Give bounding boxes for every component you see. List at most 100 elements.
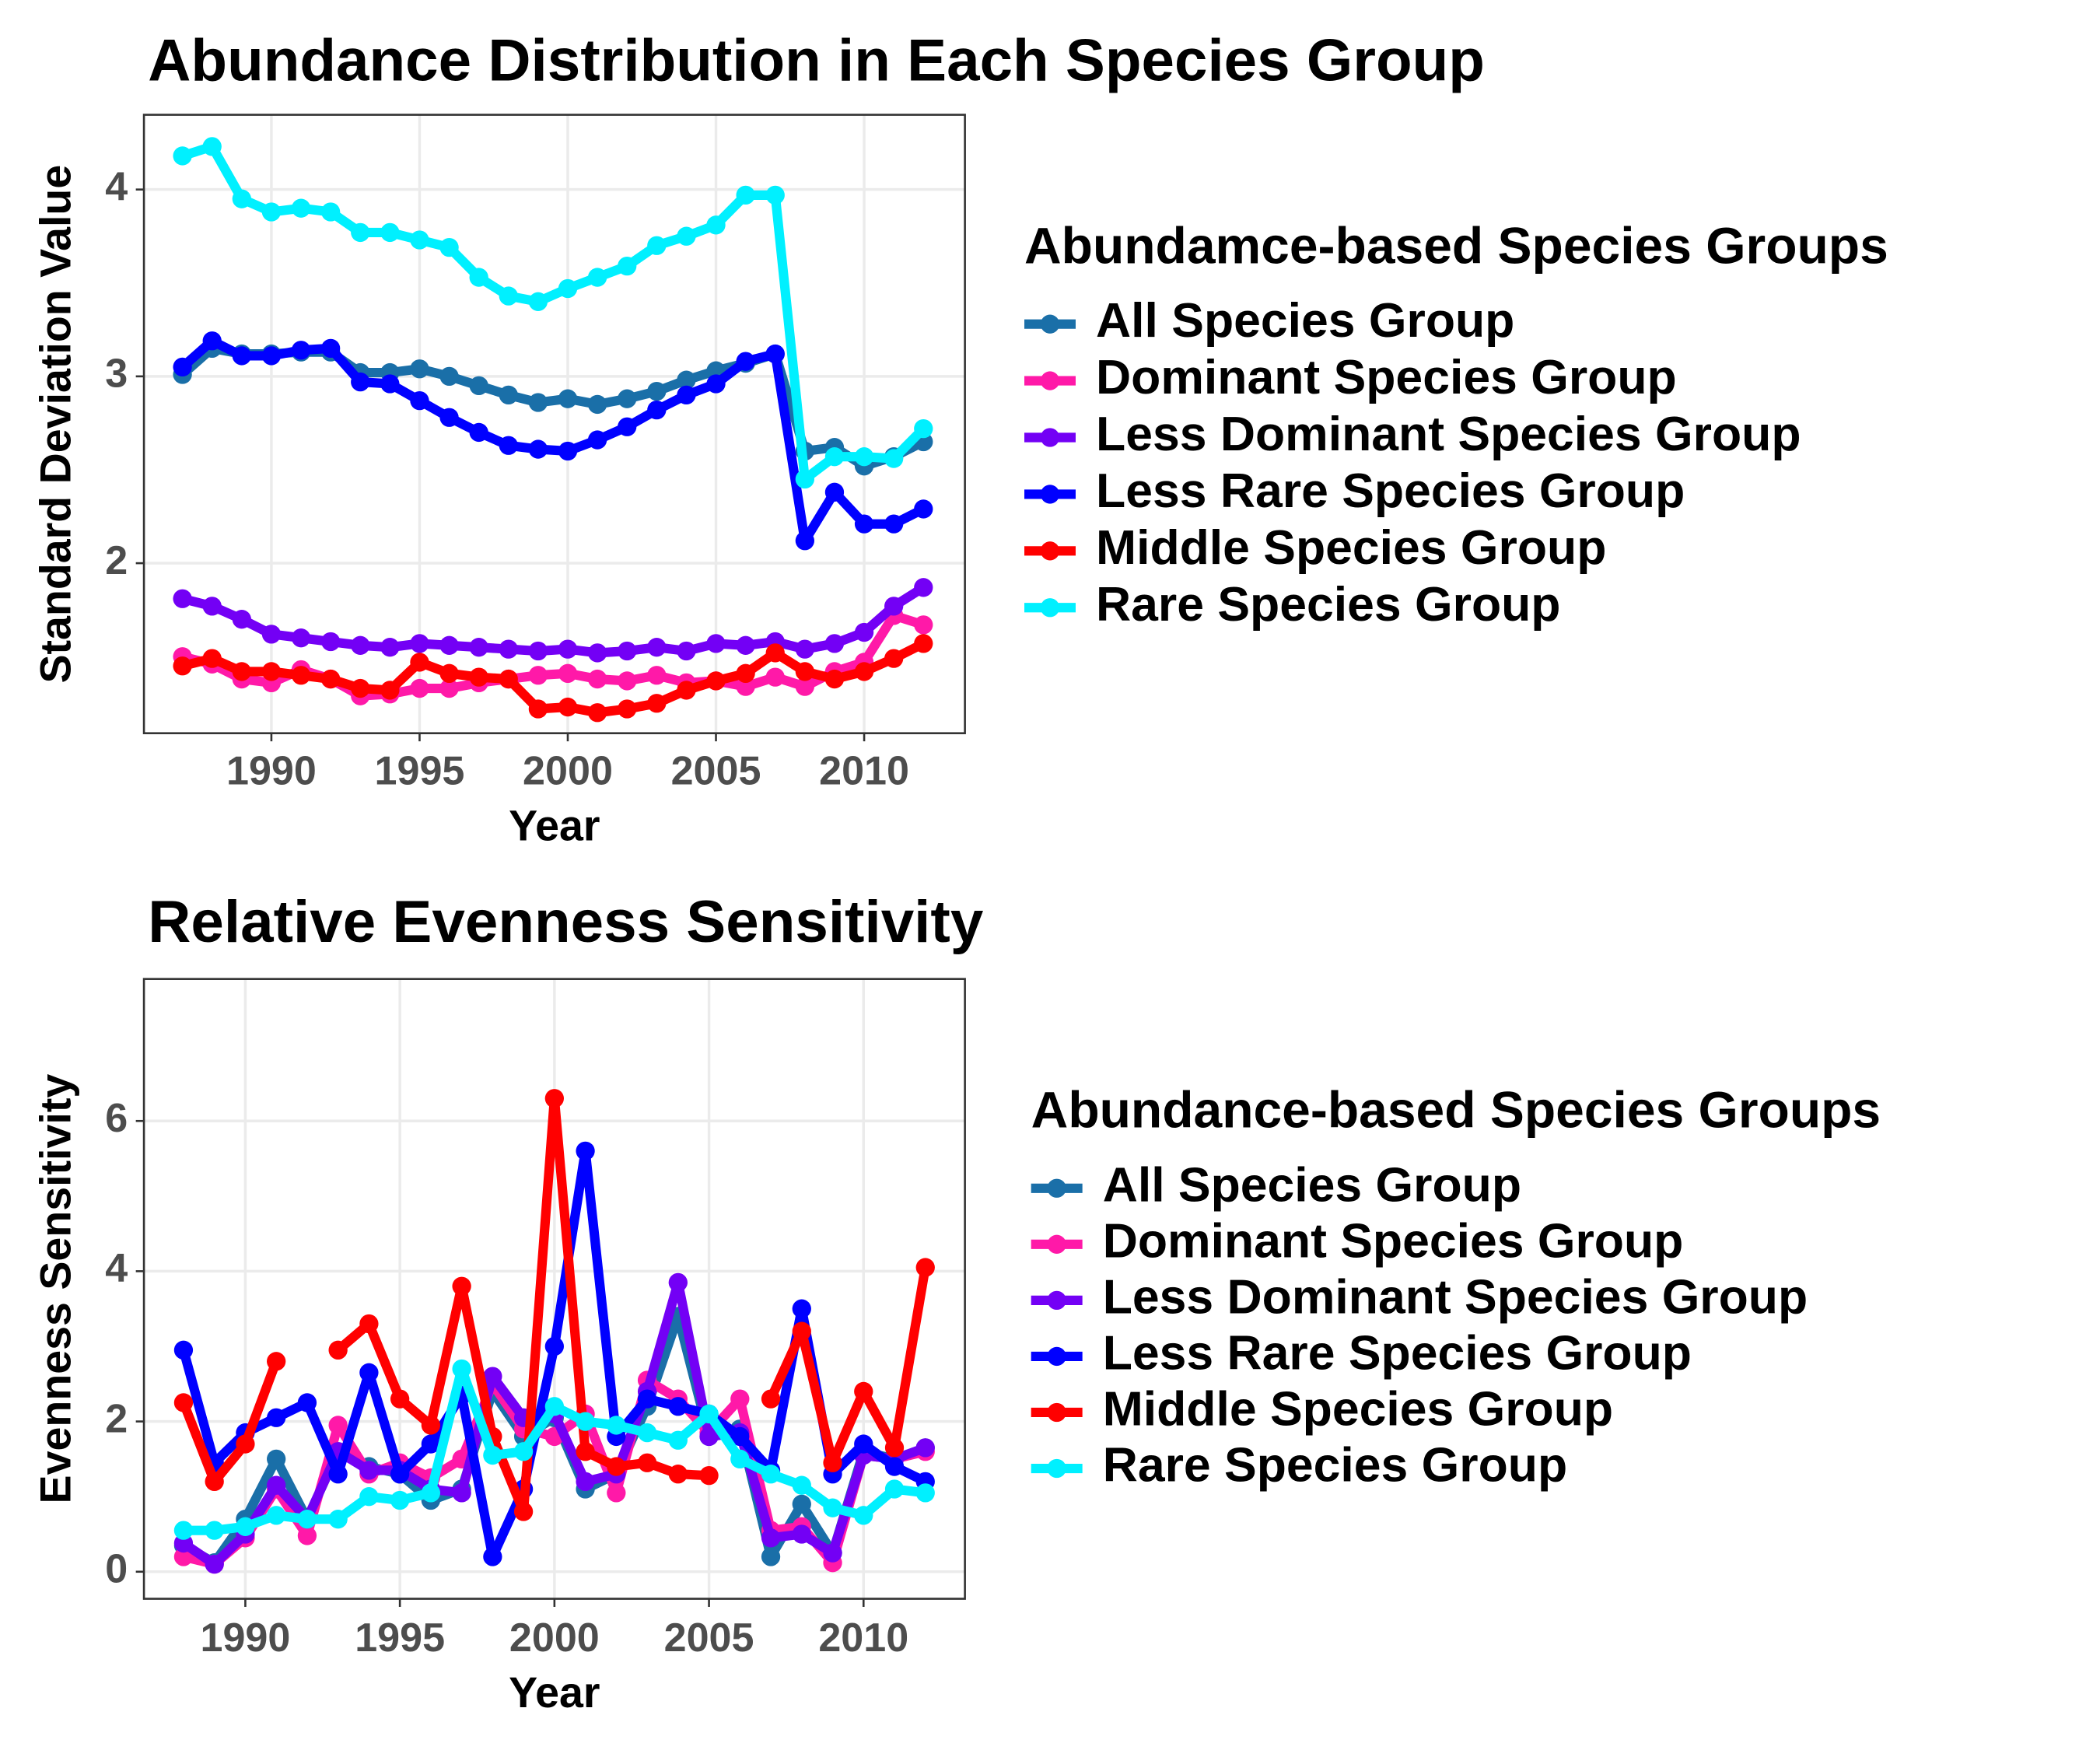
series-point	[390, 1389, 410, 1409]
series-point	[202, 649, 222, 668]
series-point	[261, 202, 282, 222]
series-point	[267, 1408, 286, 1427]
series-point	[824, 669, 845, 689]
legend-key-point	[1047, 1458, 1066, 1479]
y-tick-label: 0	[105, 1547, 128, 1592]
series-point	[884, 449, 904, 468]
series-point	[359, 1363, 379, 1382]
series-point	[792, 1475, 811, 1495]
series-point	[824, 634, 845, 653]
series-point	[320, 632, 341, 652]
x-tick-label: 1995	[375, 749, 465, 794]
series-point	[469, 667, 488, 687]
legend-label: Less Rare Species Group	[1096, 464, 1685, 518]
series-point	[544, 1397, 564, 1416]
series-point	[792, 1299, 811, 1318]
series-point	[483, 1445, 502, 1465]
x-tick-label: 2000	[523, 749, 613, 794]
series-point	[205, 1521, 224, 1540]
series-point	[854, 662, 874, 681]
series-point	[706, 634, 726, 653]
legend-key-point	[1040, 314, 1060, 334]
series-point	[236, 1517, 255, 1536]
series-point	[677, 681, 696, 700]
legend-key-point	[1047, 1234, 1066, 1254]
series-point	[328, 1340, 348, 1360]
series-point	[792, 1321, 811, 1341]
series-point	[730, 1426, 750, 1447]
series-point	[528, 641, 548, 661]
legend-label: All Species Group	[1096, 293, 1514, 348]
series-point	[261, 662, 282, 681]
series-point	[421, 1416, 441, 1435]
series-point	[173, 656, 192, 676]
series-point	[297, 1393, 317, 1412]
series-point	[173, 146, 192, 166]
series-point	[792, 1524, 811, 1544]
series-point	[618, 417, 637, 436]
legend-label: Dominant Species Group	[1096, 350, 1677, 404]
x-axis-title: Year	[509, 802, 600, 850]
series-point	[421, 1483, 441, 1503]
series-point	[236, 1434, 255, 1454]
series-point	[380, 638, 400, 657]
series-point	[410, 678, 429, 698]
series-point	[297, 1510, 317, 1529]
series-point	[359, 1461, 379, 1480]
series-point	[884, 1438, 905, 1458]
series-point	[232, 610, 251, 629]
series-point	[469, 422, 488, 443]
series-point	[421, 1434, 441, 1454]
legend-label: Dominant Species Group	[1103, 1213, 1684, 1268]
legend-label: Less Rare Species Group	[1103, 1325, 1692, 1380]
series-point	[202, 137, 222, 156]
legend-label: Rare Species Group	[1096, 577, 1560, 632]
series-point	[558, 639, 578, 659]
series-point	[558, 697, 578, 717]
series-point	[647, 666, 667, 685]
series-point	[267, 1506, 286, 1525]
series-point	[410, 230, 429, 250]
series-point	[267, 1475, 286, 1495]
legend-key-point	[1040, 428, 1060, 447]
series-point	[699, 1465, 719, 1486]
series-point	[328, 1510, 348, 1529]
series-point	[291, 198, 311, 218]
series-point	[232, 662, 251, 681]
series-point	[795, 662, 815, 681]
series-point	[736, 677, 755, 696]
legend-key-point	[1040, 485, 1060, 504]
series-point	[854, 1506, 873, 1525]
series-point	[380, 374, 400, 394]
series-point	[469, 638, 488, 657]
legend-label: Less Dominant Species Group	[1096, 407, 1801, 461]
series-point	[320, 202, 341, 222]
series-point	[320, 338, 341, 359]
series-point	[736, 185, 755, 205]
chart-title: Relative Evenness Sensitivity	[148, 889, 984, 955]
series-point	[884, 1457, 905, 1476]
series-point	[854, 622, 874, 642]
series-point	[668, 1272, 688, 1293]
y-tick-label: 4	[105, 164, 128, 209]
series-point	[452, 1359, 471, 1379]
series-point	[765, 344, 785, 364]
legend-key-point	[1047, 1290, 1066, 1311]
series-point	[765, 667, 785, 687]
series-point	[730, 1449, 750, 1469]
series-point	[824, 447, 845, 467]
series-point	[607, 1416, 626, 1435]
series-point	[706, 374, 726, 394]
plot-panel	[144, 114, 965, 733]
series-point	[730, 1389, 750, 1409]
series-point	[173, 1340, 194, 1360]
series-point	[677, 641, 696, 661]
series-point	[390, 1465, 410, 1484]
series-point	[914, 578, 933, 597]
series-point	[173, 589, 192, 608]
series-point	[544, 1089, 564, 1108]
series-point	[699, 1404, 719, 1424]
series-point	[587, 394, 607, 415]
series-point	[576, 1442, 595, 1461]
